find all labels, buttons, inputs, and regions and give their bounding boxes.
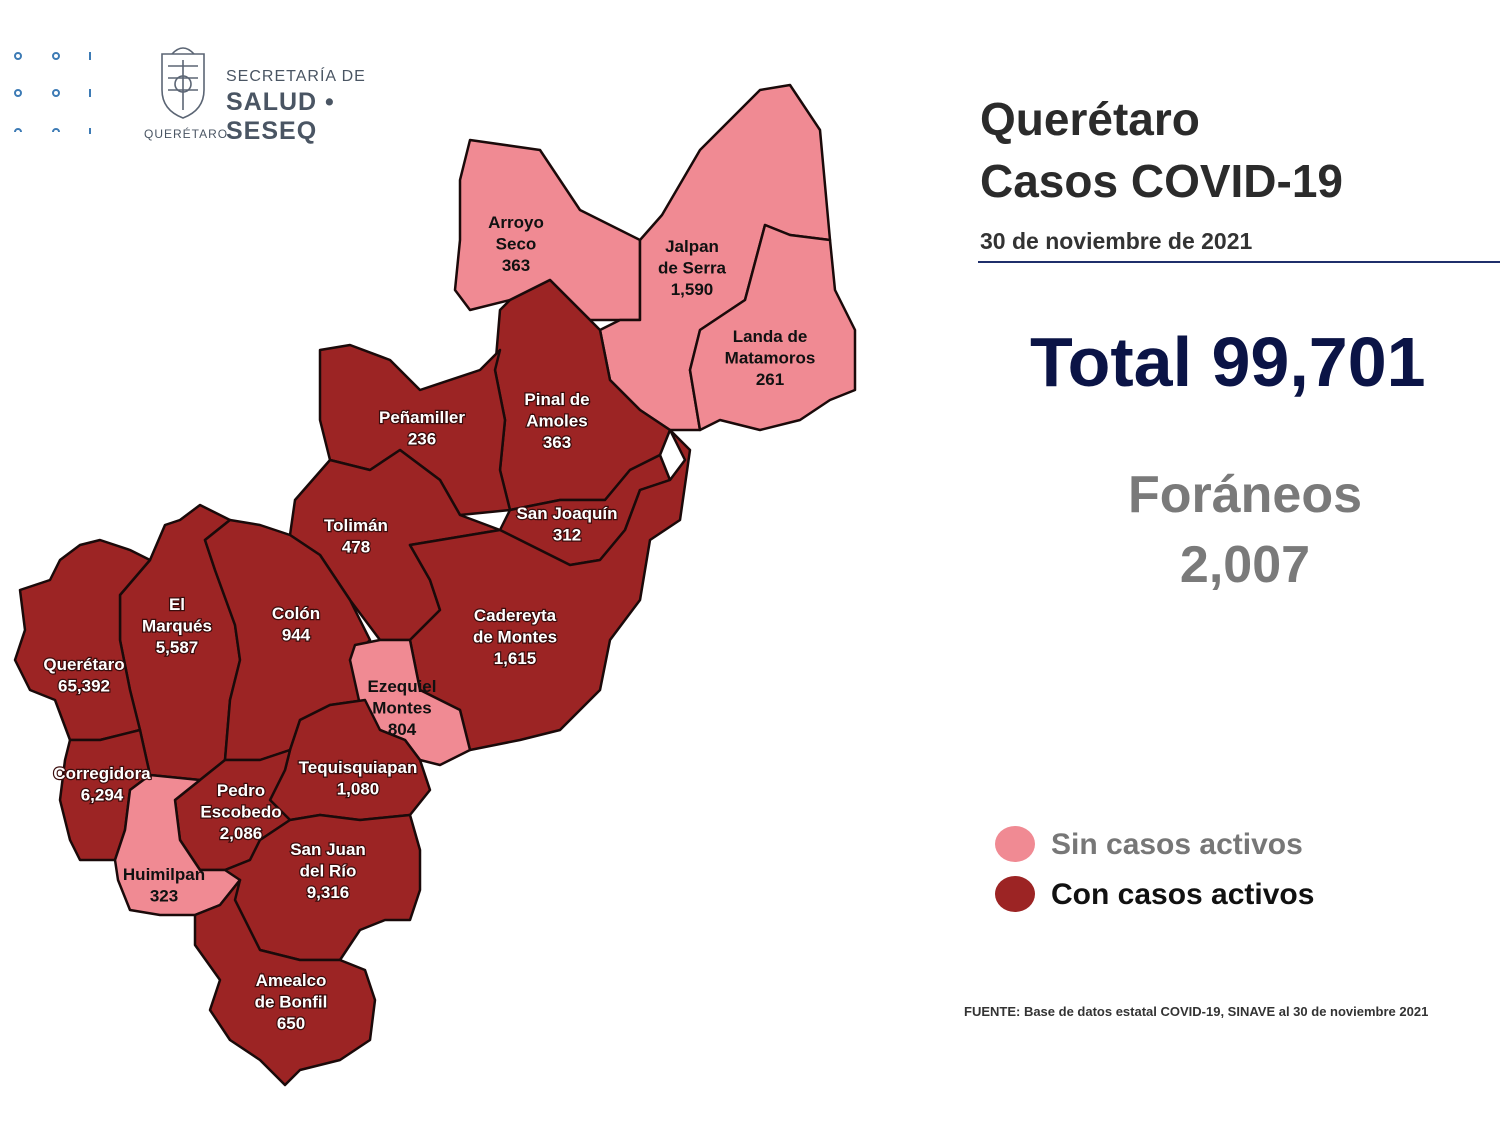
label-jalpan-de-serra-cases: 1,590 — [671, 280, 714, 299]
report-date: 30 de noviembre de 2021 — [980, 228, 1253, 254]
label-el-marques-name: Marqués — [142, 617, 212, 636]
label-toliman-cases: 478 — [342, 538, 370, 557]
label-huimilpan-cases: 323 — [150, 887, 178, 906]
label-amealco-de-bonfil-name: de Bonfil — [255, 993, 328, 1012]
label-san-juan-del-rio-name: San Juan — [290, 840, 366, 859]
label-queretaro-cases: 65,392 — [58, 677, 110, 696]
region-amealco-de-bonfil[interactable] — [193, 878, 377, 1087]
legend-active-swatch — [995, 876, 1035, 912]
label-landa-de-matamoros-name: Matamoros — [725, 349, 816, 368]
decorative-dots — [14, 52, 91, 134]
label-pinal-de-amoles-name: Pinal de — [524, 390, 589, 409]
region-landa-de-matamoros[interactable] — [688, 223, 857, 432]
label-landa-de-matamoros-cases: 261 — [756, 370, 784, 389]
label-corregidora-name: Corregidora — [53, 764, 151, 783]
label-penamiller-cases: 236 — [408, 430, 436, 449]
label-cadereyta-de-montes-cases: 1,615 — [494, 649, 537, 668]
label-cadereyta-de-montes-name: Cadereyta — [474, 606, 557, 625]
map-labels: Arroyo Seco 363 Jalpan de Serra 1,590 Landa de… — [42, 213, 816, 1034]
label-landa-de-matamoros-name: Landa de — [733, 327, 808, 346]
region-queretaro[interactable] — [13, 538, 152, 742]
region-san-juan-del-rio[interactable] — [223, 813, 422, 962]
legend-inactive-label: Sin casos activos — [1051, 828, 1303, 861]
total-cases: Total 99,701 — [1030, 323, 1426, 401]
label-el-marques-cases: 5,587 — [156, 638, 199, 657]
seseq-logo: SECRETARÍA DE SALUD • SESEQ QUERÉTARO — [144, 44, 428, 145]
foraneos-block: Foráneos 2,007 — [1080, 460, 1410, 600]
state-coat-of-arms-icon — [161, 47, 205, 119]
label-amealco-de-bonfil-name: Amealco — [256, 971, 327, 990]
title-line2: Casos COVID-19 — [980, 155, 1344, 207]
label-arroyo-seco-name: Arroyo — [488, 213, 544, 232]
label-colon-name: Colón — [272, 604, 320, 623]
label-colon-cases: 944 — [282, 626, 311, 645]
label-corregidora-cases: 6,294 — [81, 786, 124, 805]
label-jalpan-de-serra-name: de Serra — [658, 259, 727, 278]
foraneos-label: Foráneos — [1127, 466, 1363, 524]
label-pedro-escobedo-name: Pedro — [217, 781, 265, 800]
queretaro-map: Arroyo Seco 363 Jalpan de Serra 1,590 Landa de… — [13, 83, 857, 1087]
source-note: FUENTE: Base de datos estatal COVID-19, … — [964, 1004, 1429, 1019]
label-amealco-de-bonfil-cases: 650 — [277, 1014, 305, 1033]
label-arroyo-seco-cases: 363 — [502, 256, 530, 275]
label-toliman-name: Tolimán — [324, 516, 388, 535]
legend-inactive-swatch — [995, 826, 1035, 862]
org-line1: SECRETARÍA DE — [226, 68, 366, 85]
org-line2: SALUD • SESEQ — [226, 88, 335, 145]
label-ezequiel-montes-name: Montes — [372, 699, 432, 718]
label-queretaro-name: Querétaro — [43, 655, 124, 674]
label-huimilpan-name: Huimilpan — [123, 865, 205, 884]
title-divider — [978, 261, 1500, 263]
label-ezequiel-montes-name: Ezequiel — [368, 677, 437, 696]
label-pedro-escobedo-cases: 2,086 — [220, 824, 263, 843]
org-city: QUERÉTARO — [144, 127, 229, 141]
label-san-juan-del-rio-cases: 9,316 — [307, 883, 350, 902]
label-penamiller-name: Peñamiller — [379, 408, 465, 427]
label-san-juan-del-rio-name: del Río — [300, 862, 357, 881]
label-arroyo-seco-name: Seco — [496, 235, 537, 254]
label-pinal-de-amoles-cases: 363 — [543, 433, 571, 452]
label-jalpan-de-serra-name: Jalpan — [665, 237, 719, 256]
label-pedro-escobedo-name: Escobedo — [200, 803, 281, 822]
label-san-joaquin-cases: 312 — [553, 526, 581, 545]
label-pinal-de-amoles-name: Amoles — [526, 412, 587, 431]
foraneos-value: 2,007 — [1179, 536, 1311, 594]
page-title: Querétaro Casos COVID-19 — [980, 88, 1343, 212]
label-san-joaquin-name: San Joaquín — [516, 504, 617, 523]
title-line1: Querétaro — [980, 93, 1200, 145]
label-el-marques-name: El — [169, 595, 185, 614]
label-tequisquiapan-cases: 1,080 — [337, 780, 380, 799]
legend-active-label: Con casos activos — [1051, 878, 1315, 911]
label-tequisquiapan-name: Tequisquiapan — [299, 758, 418, 777]
label-cadereyta-de-montes-name: de Montes — [473, 628, 557, 647]
label-ezequiel-montes-cases: 804 — [388, 720, 417, 739]
